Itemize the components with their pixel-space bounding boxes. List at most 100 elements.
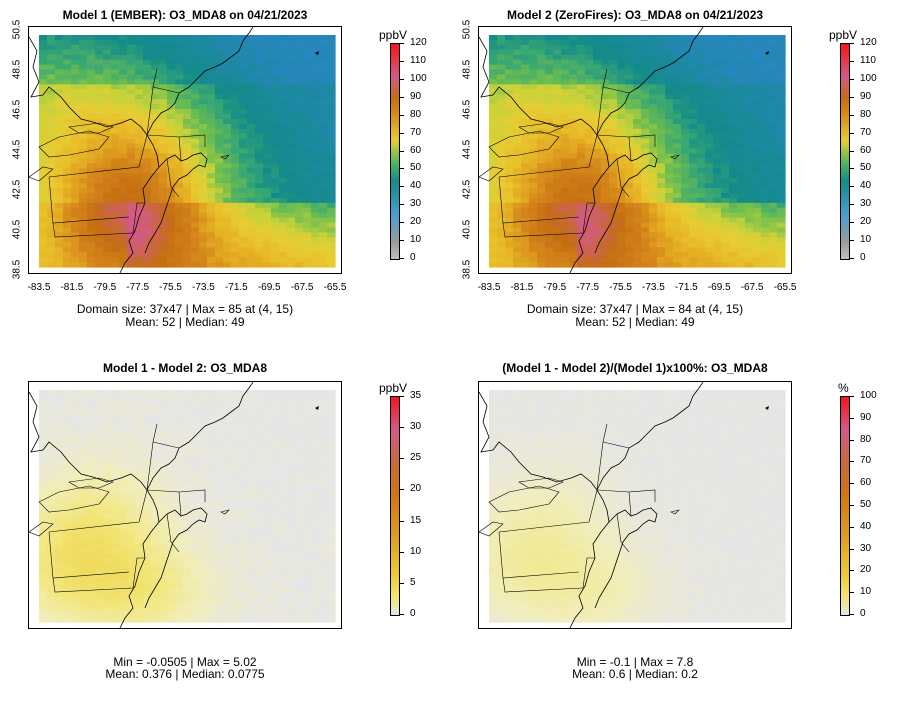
legend-tick-label: 20 [860,216,872,228]
legend-tick-label: 100 [860,390,877,401]
lat-tick-label: 46.5 [11,99,23,120]
lon-tick-label: -65.5 [773,282,797,293]
legend-tick-mark [400,96,404,98]
panel-title: Model 2 (ZeroFires): O3_MDA8 on 04/21/20… [506,8,764,22]
boundaries [479,27,704,273]
legend-tick-mark [850,483,854,485]
boundaries [29,382,254,628]
grid-cells [489,35,786,268]
legend-tick-mark [850,96,854,98]
legend-tick-mark [850,592,854,594]
lon-tick-label: -81.5 [60,282,84,293]
legend-tick-label: 110 [860,54,876,66]
map-svg [479,382,786,628]
legend-tick-mark [850,548,854,550]
color-legend [840,396,850,616]
legend-tick-label: 10 [860,234,872,246]
legend-tick-mark [850,505,854,506]
legend-tick-mark [400,114,404,116]
color-legend [390,396,400,616]
lat-tick-label: 50.5 [461,19,473,40]
stats-line-1: Domain size: 37x47 | Max = 85 at (4, 15) [76,302,294,316]
legend-tick-mark [400,489,404,491]
legend-tick-label: 25 [410,452,422,464]
legend-tick-mark [400,458,404,460]
legend-unit: ppbV [829,28,858,42]
legend-tick-mark [400,240,404,242]
legend-tick-label: 40 [410,180,422,192]
legend-tick-label: 110 [410,54,426,66]
legend-tick-label: 70 [860,126,872,138]
map-panel-2: Model 2 (ZeroFires): O3_MDA8 on 04/21/20… [450,0,900,353]
legend-tick-label: 10 [410,545,422,557]
legend-tick-mark [400,168,404,170]
legend-tick-mark [400,222,404,224]
stats-line-1: Min = -0.1 | Max = 7.8 [576,655,694,669]
legend-tick-mark [850,204,854,206]
map-panel-3: Model 1 - Model 2: O3_MDA8 Min = -0.0505 … [0,353,450,706]
stats-line-2: Mean: 0.6 | Median: 0.2 [572,667,698,681]
legend-tick-label: 30 [860,198,872,210]
legend-tick-mark [400,186,404,188]
legend-tick-mark [850,461,854,463]
legend-tick-mark [850,132,854,134]
legend-tick-mark [850,258,854,259]
legend-tick-label: 30 [860,542,872,554]
legend-tick-label: 70 [410,126,422,138]
legend-tick-mark [850,78,854,80]
lat-tick-label: 38.5 [461,259,473,280]
legend-tick-label: 0 [860,608,866,619]
lon-tick-label: -79.5 [543,282,567,293]
lon-tick-label: -81.5 [510,282,534,293]
legend-tick-label: 60 [860,477,872,489]
legend-tick-label: 80 [860,108,872,120]
legend-tick-mark [850,168,854,170]
lat-tick-label: 44.5 [11,139,23,160]
legend-tick-mark [400,551,404,553]
lon-tick-label: -77.5 [126,282,150,293]
map-panel-1: Model 1 (EMBER): O3_MDA8 on 04/21/2023 50… [0,0,450,353]
legend-tick-label: 80 [860,433,872,445]
legend-tick-label: 90 [860,90,872,102]
lon-tick-label: -77.5 [576,282,600,293]
legend-tick-label: 10 [410,234,422,246]
legend-tick-mark [850,114,854,116]
legend-tick-mark [400,204,404,206]
legend-tick-mark [850,240,854,242]
legend-tick-label: 120 [860,37,877,48]
lat-tick-label: 48.5 [11,59,23,80]
legend-tick-label: 80 [410,108,422,120]
legend-tick-label: 20 [860,564,872,576]
legend-tick-mark [850,526,854,528]
legend-tick-mark [400,78,404,80]
map-svg [29,382,336,628]
legend-tick-label: 0 [410,608,416,619]
legend-tick-mark [850,186,854,188]
legend-tick-mark [400,60,404,62]
legend-tick-label: 5 [410,576,416,588]
legend-tick-mark [400,614,404,615]
legend-tick-label: 60 [860,144,872,156]
lon-tick-label: -69.5 [257,282,281,293]
lon-tick-label: -79.5 [93,282,117,293]
legend-tick-label: 50 [860,499,872,510]
lon-tick-label: -71.5 [224,282,248,293]
legend-tick-label: 120 [410,37,427,48]
map-plot-area [478,381,792,629]
lat-tick-label: 46.5 [461,99,473,120]
legend-unit: ppbV [379,381,408,395]
map-plot-area [478,26,792,274]
legend-unit: ppbV [379,28,408,42]
legend-tick-label: 0 [860,252,866,263]
legend-tick-label: 40 [860,180,872,192]
lon-tick-label: -83.5 [477,282,501,293]
legend-tick-mark [400,582,404,584]
lat-tick-label: 42.5 [11,179,23,200]
legend-tick-mark [850,570,854,572]
legend-tick-mark [400,520,404,522]
legend-tick-mark [850,43,854,44]
legend-tick-mark [850,150,854,152]
legend-tick-label: 35 [410,390,422,401]
color-legend [840,43,850,260]
lon-tick-label: -67.5 [290,282,314,293]
